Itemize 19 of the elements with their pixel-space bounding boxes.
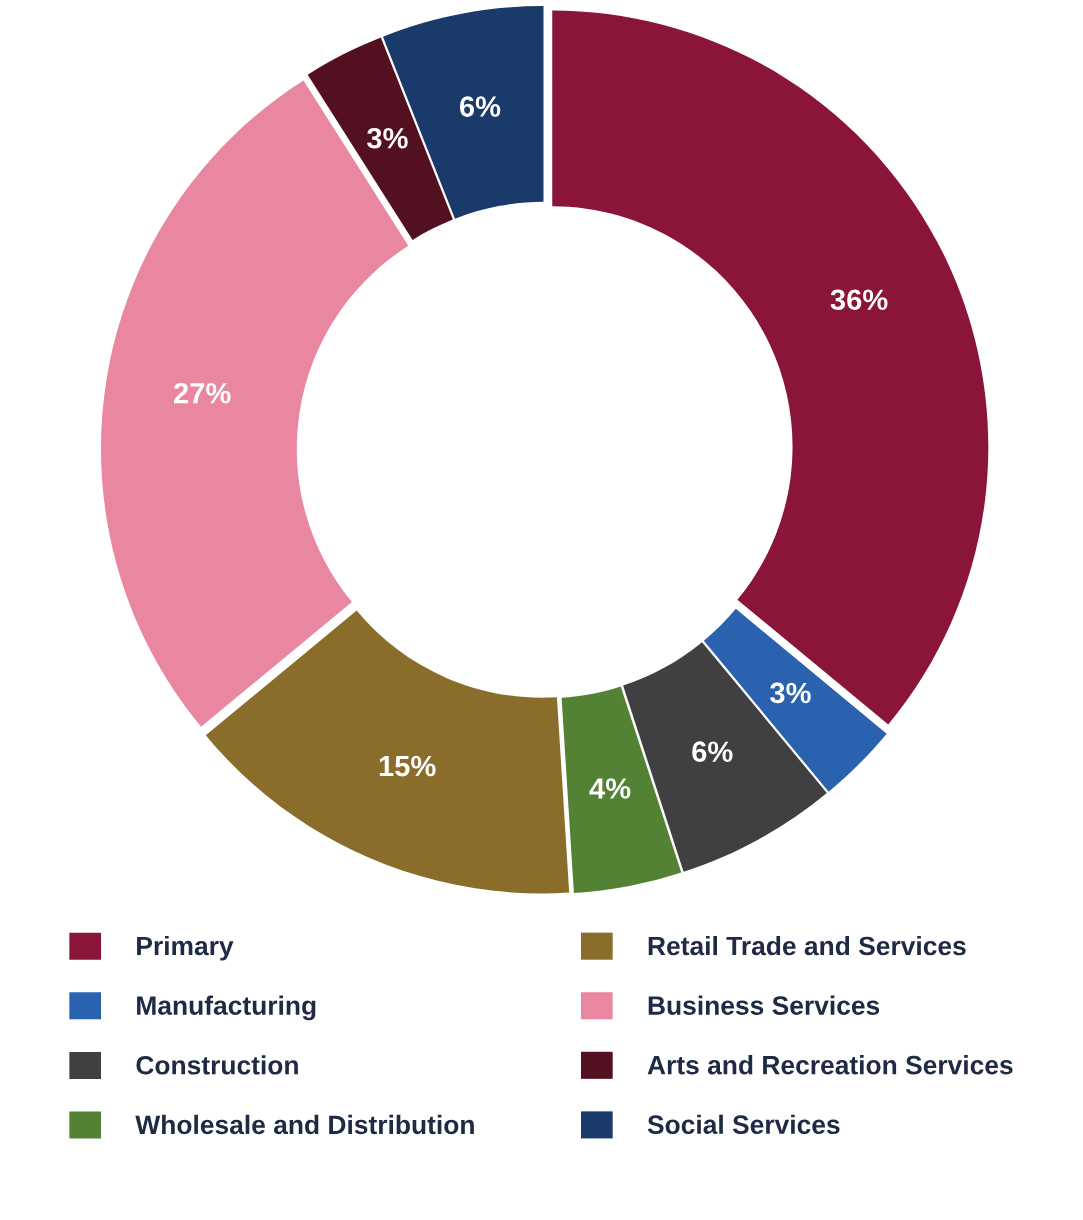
donut-slice xyxy=(561,686,682,894)
legend-label: Wholesale and Distribution xyxy=(135,1114,474,1135)
data-label: 6% xyxy=(459,96,501,117)
legend-label: Retail Trade and Services xyxy=(648,935,966,956)
legend-label: Construction xyxy=(136,1055,298,1075)
data-label: 15% xyxy=(379,755,436,777)
data-label: 27% xyxy=(174,382,231,404)
data-label: 3% xyxy=(367,127,408,149)
legend-label: Business Services xyxy=(648,995,880,1015)
data-label: 4% xyxy=(589,778,631,799)
data-label: 36% xyxy=(830,289,888,311)
data-label: 3% xyxy=(770,682,811,704)
legend-label: Arts and Recreation Services xyxy=(647,1055,1013,1075)
legend-label: Social Services xyxy=(647,1114,840,1135)
legend-label: Manufacturing xyxy=(137,995,316,1021)
legend-label: Primary xyxy=(137,935,234,961)
donut-slice xyxy=(307,37,453,240)
data-label: 6% xyxy=(692,741,733,762)
donut-slice xyxy=(205,610,570,894)
